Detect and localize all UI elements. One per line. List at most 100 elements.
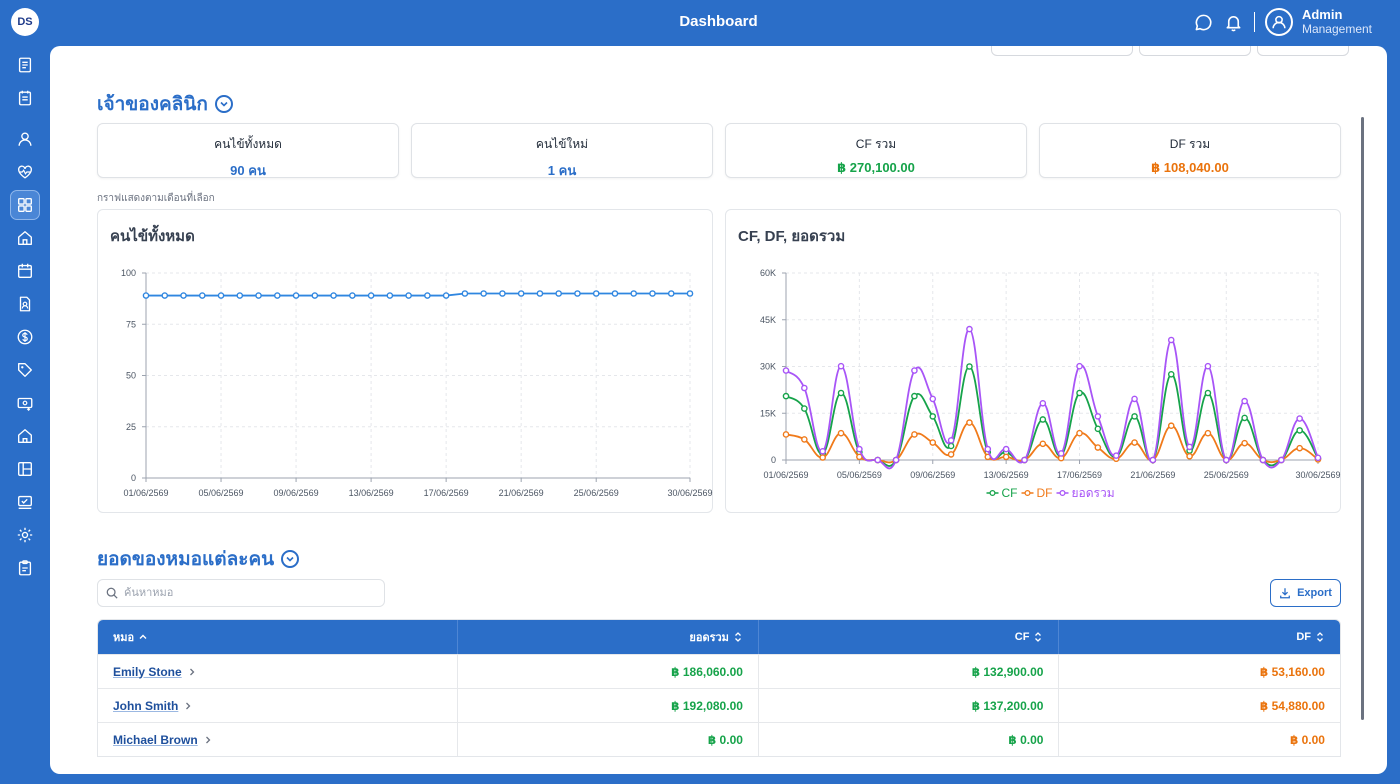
user-info[interactable]: Admin Management (1301, 8, 1372, 37)
sort-icon (1317, 632, 1323, 642)
top-actions: Admin Management (1184, 6, 1372, 38)
top-bar: DS Dashboard Admin Management (0, 0, 1400, 46)
x-tick-label: 01/06/2569 (123, 488, 168, 498)
x-tick-label: 17/06/2569 (1057, 470, 1102, 480)
data-point (630, 290, 638, 297)
doctor-name-link[interactable]: Emily Stone (113, 664, 182, 679)
sort-icon (734, 632, 741, 642)
sidebar-item-clinic[interactable] (10, 421, 40, 451)
filter-button-3[interactable] (1257, 46, 1349, 56)
patients-chart: 0 25 50 75 100 01/06/2569 05/06/2569 09/06/2569… (121, 268, 713, 498)
y-tick-label: 100 (121, 268, 136, 278)
data-point (947, 437, 955, 444)
x-tick-label: 01/06/2569 (763, 470, 808, 480)
data-point (1296, 415, 1303, 422)
sidebar-item-patient-file[interactable] (10, 289, 40, 319)
column-header-df[interactable]: DF (1059, 620, 1340, 654)
main-panel: เจ้าของคลินิก คนไข้ทั้งหมด 90 คน คนไข้ให… (50, 46, 1387, 774)
payment-icon (17, 397, 33, 412)
sort-asc-icon (139, 634, 147, 639)
df-cell: ฿ 53,160.00 (1259, 664, 1325, 679)
doctor-cell[interactable]: Emily Stone (98, 655, 459, 688)
filter-button-1[interactable] (991, 46, 1133, 56)
x-tick-label: 30/06/2569 (667, 488, 712, 498)
filter-button-2[interactable] (1139, 46, 1251, 56)
doctor-cell[interactable]: John Smith (98, 689, 459, 722)
sidebar-item-report[interactable] (10, 487, 40, 517)
data-point (1296, 444, 1303, 452)
sidebar-item-document[interactable] (10, 50, 40, 80)
clinic-icon (18, 429, 32, 443)
patients-chart-card: คนไข้ทั้งหมด 0 25 50 75 100 01/06/2569 05/06/2… (97, 209, 713, 513)
data-point (801, 405, 808, 412)
doctor-name-link[interactable]: John Smith (113, 698, 179, 713)
legend-marker (1059, 489, 1066, 497)
chevron-down-icon[interactable] (281, 550, 300, 568)
df-cell: ฿ 54,880.00 (1259, 698, 1325, 713)
y-tick-label: 45K (760, 315, 776, 325)
table-row: Emily Stone ฿ 186,060.00 ฿ 132,900.00 ฿ … (98, 654, 1340, 688)
data-point (161, 292, 169, 299)
data-point (856, 453, 863, 461)
sidebar-item-tags[interactable] (10, 355, 40, 385)
page-title: Dashboard (679, 13, 758, 30)
data-point (819, 447, 826, 455)
data-point (1039, 416, 1047, 423)
data-point (782, 392, 790, 400)
column-header-cf[interactable]: CF (759, 620, 1060, 654)
sidebar-item-settings[interactable] (10, 520, 40, 550)
sidebar-item-home[interactable] (10, 223, 40, 253)
sidebar-item-calendar[interactable] (10, 256, 40, 286)
sidebar-item-notes[interactable] (10, 83, 40, 113)
data-point (1112, 452, 1120, 459)
doctor-section-header[interactable]: ยอดของหมอแต่ละคน (97, 544, 300, 574)
data-point (1259, 456, 1267, 464)
sidebar-item-layout[interactable] (10, 454, 40, 484)
bell-icon[interactable] (1224, 12, 1244, 32)
data-point (1021, 456, 1028, 464)
legend-label: CF (1002, 486, 1018, 500)
data-point (236, 292, 244, 299)
sidebar-item-users[interactable] (10, 124, 40, 154)
data-point (367, 292, 375, 299)
data-point (142, 292, 150, 299)
column-header-doctor[interactable]: หมอ (98, 620, 459, 654)
x-tick-label: 13/06/2569 (349, 488, 394, 498)
data-point (405, 292, 412, 299)
sidebar-item-payment[interactable] (10, 388, 40, 418)
total-cell: ฿ 192,080.00 (458, 689, 759, 722)
export-button[interactable]: Export (1270, 579, 1341, 607)
user-avatar-icon[interactable] (1264, 8, 1293, 36)
data-point (592, 290, 600, 297)
revenue-chart-card: CF, DF, ยอดรวม 0 15K 30K 45K 60K 01/06/2569 05… (725, 209, 1341, 513)
user-role: Management (1301, 22, 1372, 36)
home-icon (18, 231, 32, 245)
column-header-total[interactable]: ยอดรวม (458, 620, 759, 654)
x-tick-label: 05/06/2569 (199, 488, 244, 498)
logo[interactable]: DS (11, 8, 39, 36)
sidebar-item-dashboard[interactable] (10, 190, 40, 220)
sidebar-item-finance[interactable] (10, 322, 40, 352)
sidebar-item-health[interactable] (10, 157, 40, 187)
owner-section-header[interactable]: เจ้าของคลินิก (97, 89, 233, 119)
data-point (966, 363, 973, 370)
chevron-down-icon[interactable] (214, 95, 233, 113)
doctor-cell[interactable]: Michael Brown (98, 723, 459, 756)
data-point (1131, 395, 1138, 403)
data-point (856, 445, 863, 453)
chat-icon[interactable] (1194, 12, 1214, 32)
chevron-right-icon (189, 668, 195, 675)
doctor-search[interactable] (97, 579, 385, 607)
df-cell: ฿ 0.00 (1289, 732, 1325, 747)
stat-card-df-total: DF รวม ฿ 108,040.00 (1039, 123, 1341, 178)
data-point (424, 292, 431, 299)
money-icon (17, 329, 33, 345)
data-point (1076, 389, 1083, 397)
data-point (274, 292, 281, 299)
doctor-name-link[interactable]: Michael Brown (113, 732, 198, 747)
data-point (217, 292, 225, 299)
sidebar-item-clipboard[interactable] (10, 553, 40, 583)
search-input[interactable] (124, 587, 364, 599)
data-point (180, 292, 187, 299)
scrollbar[interactable] (1361, 117, 1364, 720)
